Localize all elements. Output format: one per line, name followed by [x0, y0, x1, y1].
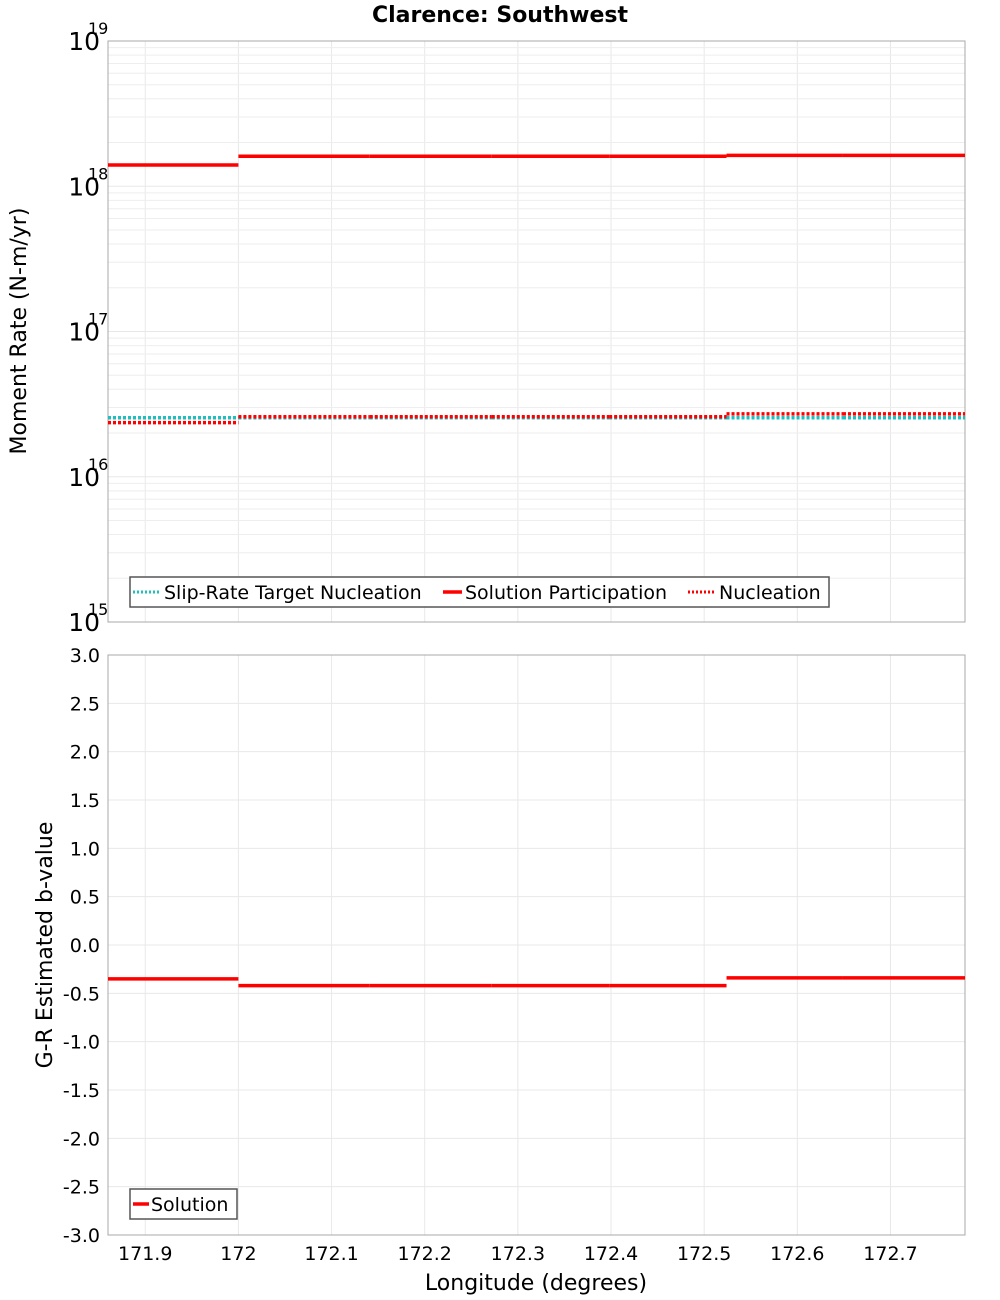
bottom-plot: 3.0 2.5 2.0 1.5 1.0 0.5 0.0 -0.5 -1.0 -1.5 -2.0 -2.… [33, 645, 966, 1247]
x-tick-label: 172.7 [863, 1243, 917, 1265]
bottom-y-tick-label: 2.5 [70, 693, 100, 715]
top-y-tick-exponent: 16 [88, 455, 108, 474]
bottom-y-tick-label: 1.0 [70, 838, 100, 860]
top-plot-frame [107, 40, 966, 623]
bottom-y-tick-label: -2.0 [63, 1128, 100, 1150]
top-y-tick-base: 10 [68, 27, 100, 56]
bottom-plot-y-label: G-R Estimated b-value [33, 822, 58, 1069]
bottom-y-tick-label: 1.5 [70, 790, 100, 812]
x-tick-label: 171.9 [118, 1243, 172, 1265]
bottom-y-tick-label: 0.5 [70, 887, 100, 909]
top-plot-grid [108, 41, 965, 623]
x-tick-label: 172.2 [398, 1243, 452, 1265]
bottom-y-tick-label: 2.0 [70, 742, 100, 764]
bottom-y-tick-label: 0.0 [70, 935, 100, 957]
top-y-tick-exponent: 18 [88, 164, 108, 183]
x-tick-label: 172.6 [770, 1243, 824, 1265]
chart-title: Clarence: Southwest [372, 3, 629, 28]
bottom-plot-grid [108, 654, 965, 1236]
x-tick-label: 172.1 [304, 1243, 358, 1265]
bottom-y-tick-label: -3.0 [63, 1225, 100, 1247]
top-y-tick-exponent: 17 [88, 310, 108, 329]
legend-label-solution: Solution [151, 1194, 228, 1216]
top-y-tick-base: 10 [68, 172, 100, 201]
legend-label-solution-participation: Solution Participation [465, 582, 667, 604]
bottom-plot-frame [107, 654, 966, 1236]
top-y-tick-base: 10 [68, 463, 100, 492]
x-axis-ticks: 171.9 172 172.1 172.2 172.3 172.4 172.5 172.6 17… [118, 1243, 918, 1265]
legend-label-slip-rate-target: Slip-Rate Target Nucleation [164, 582, 422, 604]
top-y-tick-exponent: 19 [88, 19, 108, 38]
top-plot-series [108, 153, 965, 425]
bottom-y-tick-label: 3.0 [70, 645, 100, 667]
x-tick-label: 172.5 [677, 1243, 731, 1265]
top-plot-legend: Slip-Rate Target Nucleation Solution Par… [129, 576, 830, 608]
x-tick-label: 172.4 [584, 1243, 638, 1265]
x-tick-label: 172 [220, 1243, 256, 1265]
bottom-y-tick-label: -0.5 [63, 983, 100, 1005]
x-axis-label: Longitude (degrees) [425, 1271, 647, 1296]
legend-label-nucleation: Nucleation [719, 582, 821, 604]
top-y-tick-base: 10 [68, 608, 100, 637]
bottom-y-tick-label: -1.0 [63, 1032, 100, 1054]
top-y-tick-base: 10 [68, 318, 100, 347]
bottom-plot-y-ticks: 3.0 2.5 2.0 1.5 1.0 0.5 0.0 -0.5 -1.0 -1.5 -2.0 -2.… [63, 645, 100, 1247]
top-y-tick-exponent: 15 [88, 600, 108, 619]
bottom-plot-series [108, 976, 965, 988]
top-plot-y-label: Moment Rate (N-m/yr) [7, 208, 32, 455]
bottom-y-tick-label: -1.5 [63, 1080, 100, 1102]
x-tick-label: 172.3 [491, 1243, 545, 1265]
bottom-y-tick-label: -2.5 [63, 1177, 100, 1199]
bottom-plot-legend: Solution [129, 1188, 238, 1220]
